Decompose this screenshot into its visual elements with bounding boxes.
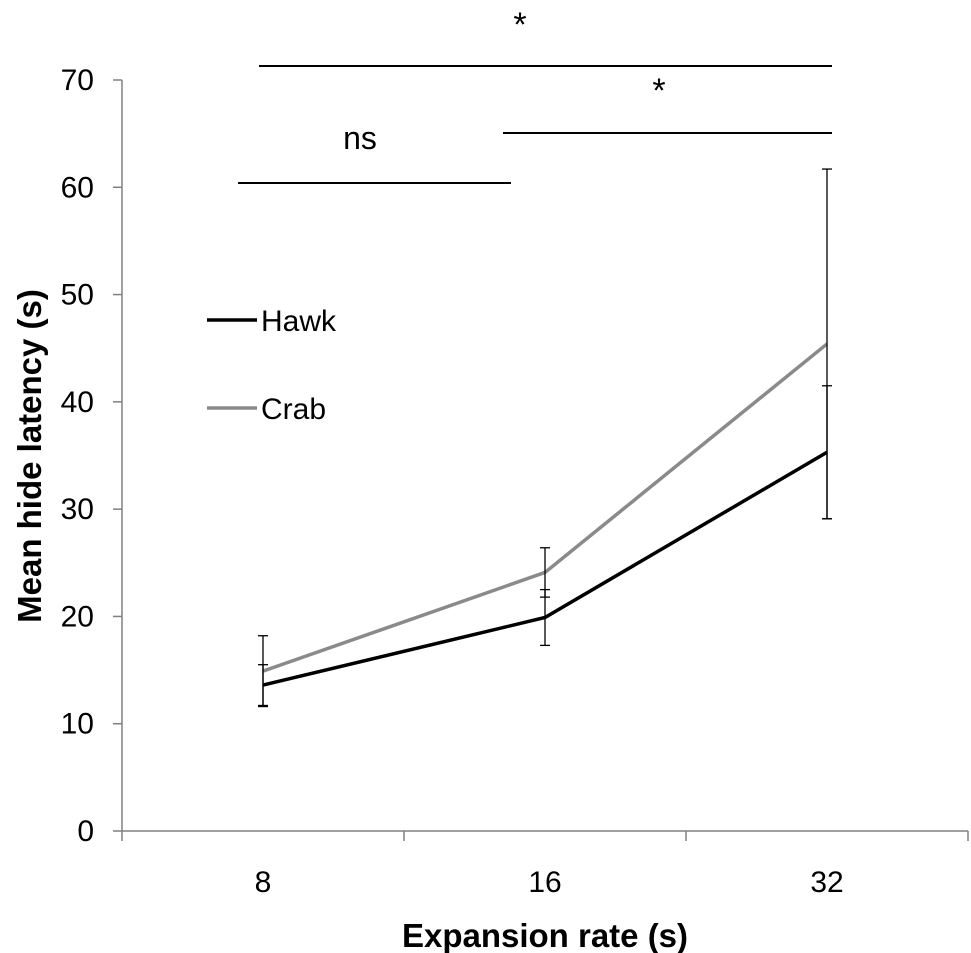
- significance-brackets: ns * *: [238, 6, 832, 184]
- y-tick-label: 10: [61, 708, 94, 741]
- legend-label-crab: Crab: [261, 393, 326, 426]
- x-tick-label: 32: [810, 866, 843, 899]
- y-tick-label: 20: [61, 600, 94, 633]
- series-layer: [258, 168, 832, 708]
- error-bar: [258, 664, 268, 707]
- x-tick-label: 16: [528, 866, 561, 899]
- error-bar: [822, 385, 832, 520]
- significance-bracket: ns: [238, 120, 511, 184]
- significance-label: ns: [343, 120, 377, 156]
- y-tick-label: 30: [61, 493, 94, 526]
- significance-bracket: *: [259, 6, 832, 67]
- significance-label: *: [652, 72, 665, 110]
- x-axis-title: Expansion rate (s): [402, 917, 688, 953]
- series-hawk: [258, 385, 832, 707]
- y-tick-label: 70: [61, 64, 94, 97]
- y-tick-label: 40: [61, 386, 94, 419]
- legend-label-hawk: Hawk: [261, 305, 337, 338]
- error-bar: [540, 547, 550, 598]
- error-bar: [540, 588, 550, 647]
- axes: 0 10 20 30 40 50 60 70 8 16 32: [61, 64, 969, 899]
- x-tick-label: 8: [255, 866, 272, 899]
- legend: Hawk Crab: [207, 305, 337, 426]
- significance-bracket: *: [503, 72, 832, 134]
- y-axis-title: Mean hide latency (s): [11, 289, 48, 623]
- y-tick-label: 50: [61, 279, 94, 312]
- y-tick-label: 60: [61, 171, 94, 204]
- significance-label: *: [513, 6, 526, 44]
- y-tick-label: 0: [77, 815, 94, 848]
